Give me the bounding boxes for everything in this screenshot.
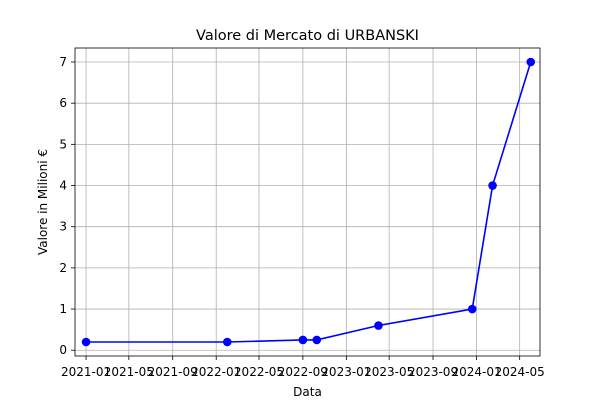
data-point: [374, 321, 383, 330]
x-tick-label: 2024-01: [451, 365, 501, 379]
y-tick-label: 4: [59, 179, 67, 193]
x-tick-label: 2021-09: [148, 365, 198, 379]
y-tick-label: 7: [59, 55, 67, 69]
x-axis-label: Data: [293, 385, 322, 399]
y-tick-label: 0: [59, 343, 67, 357]
data-point: [222, 337, 232, 347]
x-tick-label: 2022-09: [278, 365, 328, 379]
x-tick-label: 2023-09: [408, 365, 458, 379]
data-point: [81, 337, 91, 347]
x-tick-label: 2022-01: [191, 365, 241, 379]
x-tick-label: 2022-05: [234, 365, 284, 379]
y-tick-label: 1: [59, 302, 67, 316]
x-tick-label: 2023-01: [321, 365, 371, 379]
axis-layer: 2021-012021-052021-092022-012022-052022-…: [59, 55, 544, 379]
y-tick-label: 6: [59, 96, 67, 110]
y-tick-label: 5: [59, 137, 67, 151]
x-tick-label: 2021-05: [104, 365, 154, 379]
series-line: [86, 61, 532, 343]
x-tick-label: 2024-05: [495, 365, 545, 379]
y-tick-label: 3: [59, 220, 67, 234]
x-tick-label: 2023-05: [364, 365, 414, 379]
data-point: [312, 335, 322, 345]
chart-title: Valore di Mercato di URBANSKI: [196, 28, 419, 44]
data-point: [526, 57, 536, 67]
x-tick-label: 2021-01: [61, 365, 111, 379]
series-layer: [81, 57, 536, 347]
data-point: [488, 181, 497, 190]
y-axis-label: Valore in Milioni €: [36, 149, 50, 255]
data-point: [467, 304, 477, 314]
data-point: [298, 335, 308, 345]
y-tick-label: 2: [59, 261, 67, 275]
plot-frame: [74, 47, 541, 357]
grid-layer: [75, 48, 540, 356]
